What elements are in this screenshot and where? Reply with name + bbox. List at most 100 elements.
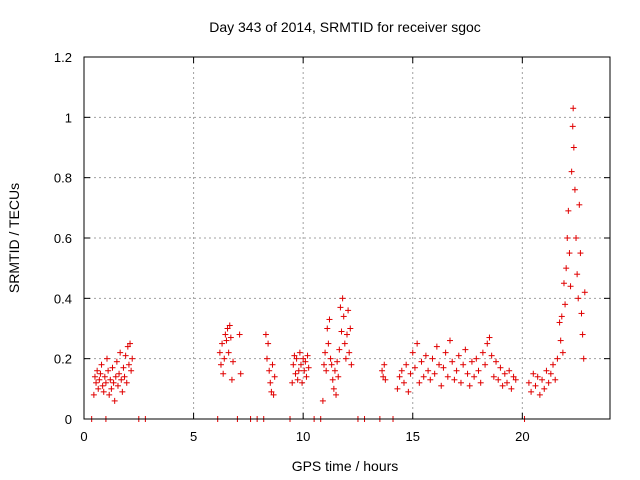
data-point (473, 355, 480, 362)
data-point (328, 361, 335, 368)
data-point (292, 370, 299, 377)
data-point (503, 379, 510, 386)
data-point (293, 355, 300, 362)
data-point (394, 385, 401, 392)
data-point (407, 370, 414, 377)
data-point (571, 186, 578, 193)
data-point (116, 370, 123, 377)
data-point (336, 346, 343, 353)
data-point (559, 349, 566, 356)
data-point (554, 355, 561, 362)
data-point (325, 340, 332, 347)
y-axis-label: SRMTID / TECUs (6, 183, 22, 293)
x-tick-label: 10 (296, 429, 310, 444)
data-point (222, 331, 229, 338)
data-point (576, 201, 583, 208)
data-point (268, 388, 275, 395)
data-point (110, 379, 117, 386)
data-point (482, 361, 489, 368)
data-point (104, 355, 111, 362)
data-point (508, 385, 515, 392)
data-point (493, 358, 500, 365)
data-point (237, 370, 244, 377)
x-axis-label: GPS time / hours (292, 458, 399, 474)
data-point (455, 352, 462, 359)
data-point (265, 340, 272, 347)
data-point (95, 385, 102, 392)
data-point (556, 319, 563, 326)
data-point (334, 358, 341, 365)
data-point (570, 105, 577, 112)
data-point (405, 388, 412, 395)
x-tick-label: 5 (190, 429, 197, 444)
data-point (236, 331, 243, 338)
data-point (525, 379, 532, 386)
data-point (323, 367, 330, 374)
data-point (462, 346, 469, 353)
data-point (499, 382, 506, 389)
data-point (464, 370, 471, 377)
x-tick-label: 0 (80, 429, 87, 444)
data-point (550, 361, 557, 368)
data-point (451, 376, 458, 383)
data-point (497, 364, 504, 371)
data-point (290, 361, 297, 368)
data-point (569, 123, 576, 130)
data-point (264, 355, 271, 362)
y-tick-label: 0.4 (54, 291, 72, 306)
data-point (575, 295, 582, 302)
data-point (105, 367, 112, 374)
data-point (266, 367, 273, 374)
data-point (304, 352, 311, 359)
data-point (578, 310, 585, 317)
data-point (444, 373, 451, 380)
data-point (303, 373, 310, 380)
data-point (449, 358, 456, 365)
data-point (429, 355, 436, 362)
data-point (226, 322, 233, 329)
data-point (291, 352, 298, 359)
data-point (580, 355, 587, 362)
data-point (326, 316, 333, 323)
data-point (94, 367, 101, 374)
data-point (564, 235, 571, 241)
data-point (495, 376, 502, 383)
y-tick-label: 0.2 (54, 352, 72, 367)
data-point (479, 349, 486, 356)
data-point (271, 373, 278, 380)
data-point (418, 358, 425, 365)
data-point (297, 361, 304, 368)
data-point (294, 376, 301, 383)
data-point (108, 385, 115, 392)
data-point (100, 388, 107, 395)
data-point (111, 397, 118, 404)
data-point (409, 349, 416, 356)
data-point (557, 337, 564, 344)
data-point (340, 313, 347, 320)
data-point (380, 373, 387, 380)
data-point (225, 349, 232, 356)
data-point (484, 340, 491, 347)
data-point (490, 373, 497, 380)
data-point (581, 289, 588, 296)
data-point (414, 340, 421, 347)
data-point (396, 373, 403, 380)
data-point (93, 379, 100, 386)
data-point (420, 373, 427, 380)
data-point (560, 280, 567, 287)
data-point (381, 361, 388, 368)
data-point (128, 367, 135, 374)
data-point (460, 361, 467, 368)
data-point (530, 370, 537, 377)
data-point (302, 358, 309, 365)
data-point (534, 373, 541, 380)
data-point (536, 391, 543, 398)
data-point (574, 271, 581, 278)
data-point (558, 313, 565, 320)
data-point (338, 328, 345, 335)
y-tick-label: 1 (65, 110, 72, 125)
data-point (346, 349, 353, 356)
data-point (347, 325, 354, 332)
data-point (398, 367, 405, 374)
data-point (123, 379, 130, 386)
